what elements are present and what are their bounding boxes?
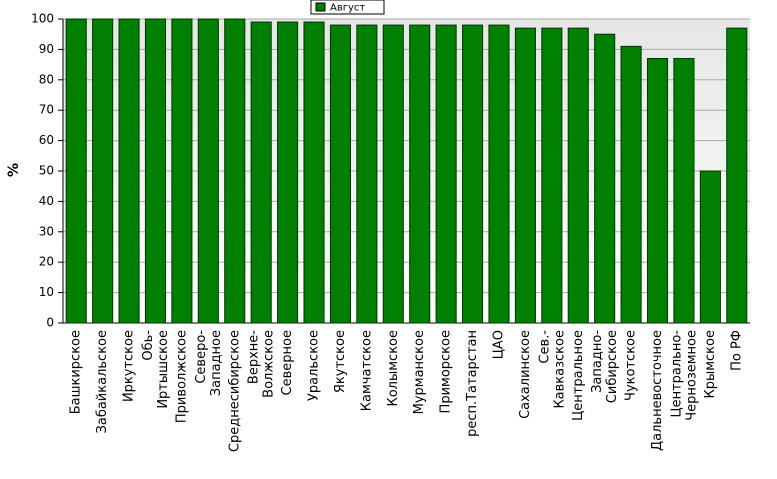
x-tick-label: Иркутское <box>122 330 137 402</box>
bar <box>356 24 378 324</box>
bar <box>303 21 325 324</box>
y-tick-label: 20 <box>39 255 54 269</box>
bar <box>144 18 167 324</box>
legend-label: Август <box>330 3 365 14</box>
bar <box>65 18 87 324</box>
x-tick-label: Башкирское <box>69 330 84 414</box>
x-tick-label: Чукотское <box>624 330 639 401</box>
bar <box>118 18 140 324</box>
x-tick-label: Обь-Иртышское <box>140 330 170 409</box>
x-tick-label: Приволжское <box>174 330 189 423</box>
y-tick-label: 10 <box>39 285 54 299</box>
y-tick-label: 100 <box>31 12 54 26</box>
bar <box>224 18 246 324</box>
bar <box>171 18 193 324</box>
y-axis-label: % <box>6 163 22 177</box>
bar <box>699 170 721 324</box>
bar <box>435 24 457 324</box>
x-tick-label: Центральное <box>571 330 586 421</box>
bar <box>329 24 351 324</box>
x-tick-label: Верхне-Волжское <box>246 330 276 398</box>
legend-swatch <box>315 2 326 12</box>
y-tick-label: 60 <box>39 133 54 147</box>
x-tick-label: ЦАО <box>491 330 506 359</box>
legend-box <box>310 0 385 15</box>
x-tick-label: Среднесибирское <box>227 330 242 452</box>
y-tick-label: 0 <box>46 316 54 330</box>
x-tick-label: Камчатское <box>359 330 374 411</box>
x-tick-label: Приморское <box>439 330 454 413</box>
bar <box>488 24 510 324</box>
bar <box>250 21 272 324</box>
bar <box>462 24 484 324</box>
y-tick-label: 70 <box>39 103 54 117</box>
bar <box>726 27 748 324</box>
bar <box>382 24 404 324</box>
x-tick-label: респ.Татарстан <box>465 330 480 437</box>
y-tick-label: 90 <box>39 42 54 56</box>
bar <box>541 27 563 324</box>
y-tick-label: 80 <box>39 72 54 86</box>
bar <box>567 27 589 324</box>
bar <box>409 24 431 324</box>
bar <box>514 27 536 324</box>
x-tick-label: Забайкальское <box>95 330 110 433</box>
x-tick-label: Центрально-Черноземное <box>669 330 699 421</box>
x-tick-label: Уральское <box>307 330 322 401</box>
x-tick-label: Мурманское <box>412 330 427 414</box>
bar <box>92 18 114 324</box>
y-tick-label: 30 <box>39 224 54 238</box>
bar <box>197 18 219 324</box>
x-tick-label: Якутское <box>333 330 348 393</box>
bar <box>620 45 642 324</box>
x-tick-label: По РФ <box>729 330 744 371</box>
x-tick-label: Сев.-Кавказское <box>537 330 567 409</box>
x-tick-label: Дальневосточное <box>650 330 665 451</box>
x-tick-label: Сахалинское <box>518 330 533 419</box>
x-tick-label: Северо-Западное <box>193 330 223 397</box>
bar <box>673 58 695 324</box>
x-tick-label: Северное <box>280 330 295 395</box>
y-tick-label: 50 <box>39 164 54 178</box>
bar <box>594 33 616 324</box>
bar <box>277 21 299 324</box>
x-tick-label: Крымское <box>703 330 718 399</box>
y-tick-label: 40 <box>39 194 54 208</box>
x-tick-label: Колымское <box>386 330 401 407</box>
bar <box>646 58 669 324</box>
x-tick-label: Западно-Сибирское <box>590 330 620 404</box>
